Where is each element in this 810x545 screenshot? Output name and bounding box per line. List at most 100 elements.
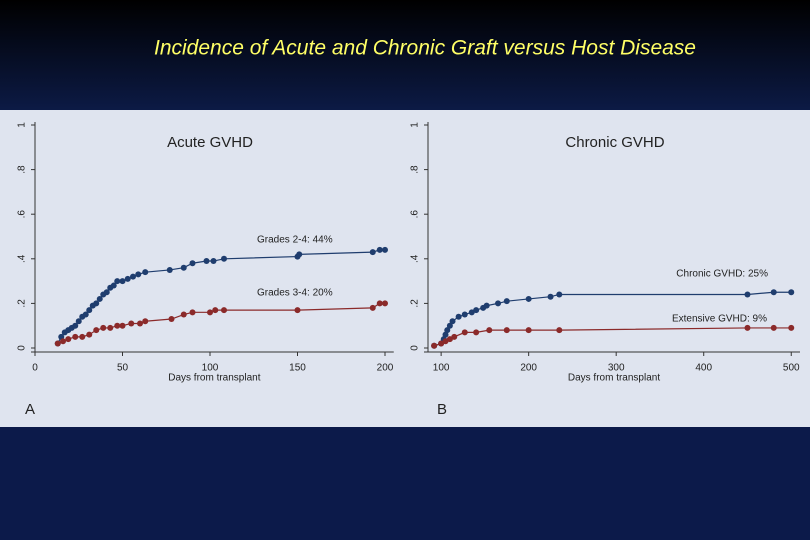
y-tick-label: .8 xyxy=(17,165,28,174)
y-tick-label: 1 xyxy=(17,122,28,128)
data-point xyxy=(124,275,131,282)
data-point xyxy=(142,318,149,325)
data-point xyxy=(376,300,383,307)
data-point xyxy=(486,327,493,334)
data-point xyxy=(525,295,532,302)
x-tick-label: 500 xyxy=(783,363,800,374)
data-point xyxy=(376,246,383,253)
data-point xyxy=(382,246,388,253)
annotation: Extensive GVHD: 9% xyxy=(672,314,767,325)
x-tick-label: 200 xyxy=(520,363,537,374)
data-point xyxy=(221,307,227,314)
data-point xyxy=(446,322,453,329)
data-point xyxy=(556,327,563,334)
data-point xyxy=(212,307,219,314)
slide-title: Incidence of Acute and Chronic Graft ver… xyxy=(154,37,696,60)
data-point xyxy=(449,318,456,325)
data-point xyxy=(210,258,217,265)
y-tick-label: .4 xyxy=(410,254,421,263)
data-point xyxy=(93,327,100,334)
data-point xyxy=(483,302,490,309)
data-point xyxy=(788,324,795,331)
x-tick-label: 400 xyxy=(695,363,712,374)
data-point xyxy=(556,291,563,298)
data-point xyxy=(189,260,196,267)
data-point xyxy=(86,307,93,314)
data-point xyxy=(369,249,376,256)
data-point xyxy=(168,316,175,323)
data-point xyxy=(294,307,301,314)
data-point xyxy=(114,278,121,285)
x-tick-label: 100 xyxy=(202,363,219,374)
x-axis-label: Days from transplant xyxy=(568,373,660,384)
data-point xyxy=(525,327,532,334)
data-point xyxy=(137,320,143,327)
data-point xyxy=(128,320,135,327)
annotation: Chronic GVHD: 25% xyxy=(676,269,768,280)
data-point xyxy=(382,300,388,307)
panel-label: A xyxy=(25,401,35,418)
y-tick-label: .2 xyxy=(17,299,28,308)
data-point xyxy=(473,307,480,314)
y-tick-label: .6 xyxy=(410,210,421,219)
data-point xyxy=(221,255,227,262)
data-point xyxy=(103,289,110,296)
data-point xyxy=(369,304,376,311)
data-point xyxy=(72,322,79,329)
data-point xyxy=(60,338,66,345)
data-point xyxy=(54,340,61,347)
x-tick-label: 100 xyxy=(433,363,450,374)
y-tick-label: .4 xyxy=(17,254,28,263)
data-point xyxy=(207,309,213,316)
data-point xyxy=(495,300,502,307)
data-point xyxy=(203,258,210,265)
data-point xyxy=(107,324,114,331)
chart-title: Chronic GVHD xyxy=(565,134,664,151)
x-tick-label: 150 xyxy=(289,363,306,374)
data-point xyxy=(79,333,86,340)
y-tick-label: .2 xyxy=(410,299,421,308)
data-point xyxy=(744,291,751,298)
data-point xyxy=(770,289,777,296)
chart-title: Acute GVHD xyxy=(167,134,253,151)
data-point xyxy=(503,298,510,305)
annotation: Grades 2-4: 44% xyxy=(257,235,333,246)
data-point xyxy=(547,293,554,300)
data-point xyxy=(114,322,121,329)
x-tick-label: 300 xyxy=(608,363,625,374)
data-point xyxy=(142,269,149,276)
footer-background xyxy=(0,427,810,540)
data-point xyxy=(503,327,510,334)
data-point xyxy=(455,313,462,320)
data-point xyxy=(189,309,196,316)
data-point xyxy=(119,322,126,329)
data-point xyxy=(744,324,751,331)
data-point xyxy=(461,311,468,318)
data-point xyxy=(451,333,458,340)
data-point xyxy=(166,266,173,273)
data-point xyxy=(473,329,480,336)
y-tick-label: .8 xyxy=(410,165,421,174)
data-point xyxy=(86,331,93,338)
data-point xyxy=(93,300,100,307)
data-point xyxy=(130,273,136,280)
data-point xyxy=(75,318,82,325)
y-tick-label: 0 xyxy=(410,345,421,351)
header-background xyxy=(0,0,810,110)
data-point xyxy=(180,264,187,271)
panel-label: B xyxy=(437,401,447,418)
data-point xyxy=(65,336,72,343)
annotation: Grades 3-4: 20% xyxy=(257,288,333,299)
data-point xyxy=(82,311,89,318)
data-point xyxy=(296,251,303,258)
x-tick-label: 0 xyxy=(32,363,38,374)
data-point xyxy=(180,311,187,318)
y-tick-label: .6 xyxy=(17,210,28,219)
data-point xyxy=(96,295,103,302)
data-point xyxy=(135,271,142,278)
data-point xyxy=(119,278,126,285)
data-point xyxy=(788,289,795,296)
data-point xyxy=(770,324,777,331)
x-tick-label: 200 xyxy=(377,363,394,374)
